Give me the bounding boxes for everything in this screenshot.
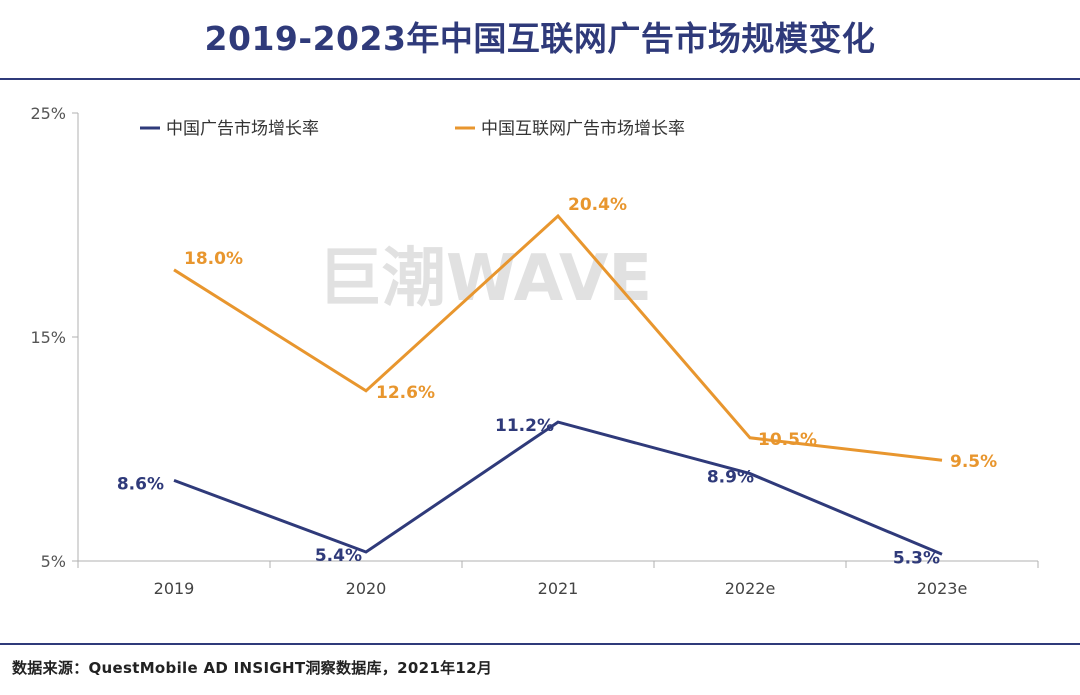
x-tick-label: 2019 bbox=[154, 579, 195, 598]
watermark: 巨潮WAVE bbox=[318, 242, 652, 316]
y-tick-label: 25% bbox=[30, 104, 66, 123]
source-divider bbox=[0, 643, 1080, 645]
title-divider bbox=[0, 78, 1080, 80]
line-chart: 巨潮WAVE 5% 15% 25% 2019 2020 2021 2022e 2023e 中国… bbox=[30, 104, 1039, 598]
data-label: 18.0% bbox=[184, 249, 243, 269]
data-label: 12.6% bbox=[376, 383, 435, 403]
data-label: 11.2% bbox=[495, 416, 554, 436]
chart-series: 8.6% 5.4% 11.2% 8.9% 5.3% 18.0% 12.6% 20.4% 10.5… bbox=[117, 195, 997, 568]
series-line bbox=[173, 420, 943, 556]
x-tick-label: 2021 bbox=[538, 579, 579, 598]
x-tick-label: 2023e bbox=[917, 579, 968, 598]
x-tick-label: 2022e bbox=[725, 579, 776, 598]
legend-label: 中国互联网广告市场增长率 bbox=[481, 119, 685, 139]
data-label: 8.6% bbox=[117, 474, 164, 494]
data-label: 5.4% bbox=[315, 546, 362, 566]
y-tick-label: 15% bbox=[30, 328, 66, 347]
chart-axes: 5% 15% 25% 2019 2020 2021 2022e 2023e bbox=[30, 104, 1039, 598]
data-label: 8.9% bbox=[707, 468, 754, 488]
data-label: 10.5% bbox=[758, 430, 817, 450]
y-tick-label: 5% bbox=[41, 552, 66, 571]
source-note: 数据来源：QuestMobile AD INSIGHT洞察数据库，2021年12… bbox=[12, 659, 493, 677]
chart-title: 2019-2023年中国互联网广告市场规模变化 bbox=[204, 19, 876, 58]
chart-legend: 中国广告市场增长率 中国互联网广告市场增长率 bbox=[140, 119, 685, 139]
series-line bbox=[173, 213, 943, 462]
data-label: 5.3% bbox=[893, 548, 940, 568]
data-label: 20.4% bbox=[568, 195, 627, 215]
data-label: 9.5% bbox=[950, 452, 997, 472]
legend-label: 中国广告市场增长率 bbox=[166, 119, 319, 139]
x-tick-label: 2020 bbox=[346, 579, 387, 598]
